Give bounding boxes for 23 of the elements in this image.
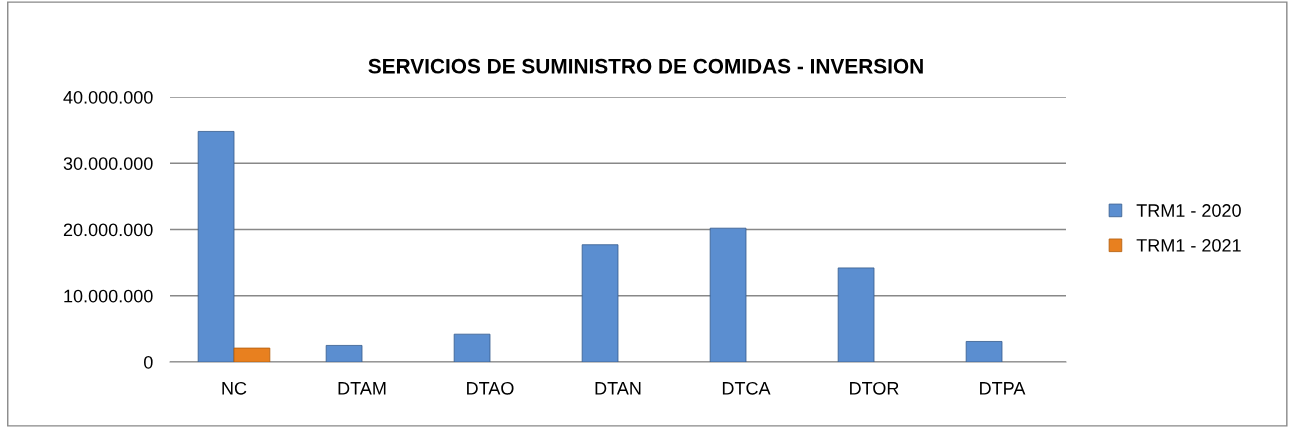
- bar: [325, 345, 363, 362]
- y-tick-label: 0: [144, 355, 153, 369]
- legend-label: TRM1 - 2021: [1136, 239, 1241, 252]
- bar: [453, 333, 491, 362]
- bar: [197, 131, 235, 362]
- y-tick-label: 20.000.000: [63, 223, 153, 237]
- legend-label: TRM1 - 2020: [1136, 204, 1241, 217]
- x-tick-label: DTOR: [850, 381, 899, 395]
- y-tick-label: 10.000.000: [64, 289, 153, 303]
- x-tick-label: NC: [222, 381, 247, 395]
- bar: [233, 347, 271, 362]
- y-tick-label: 40.000.000: [63, 90, 153, 104]
- x-tick-label: DTCA: [722, 381, 771, 395]
- bar: [965, 341, 1003, 362]
- x-tick-label: DTPA: [980, 382, 1026, 395]
- x-tick-label: DTAM: [338, 382, 386, 395]
- bar: [709, 227, 747, 362]
- y-tick-label: 30.000.000: [63, 157, 153, 170]
- x-tick-label: DTAN: [595, 382, 641, 395]
- bar: [581, 244, 619, 362]
- x-tick-label: DTAO: [467, 381, 514, 395]
- chart-title: SERVICIOS DE SUMINISTRO DE COMIDAS - INVERSION: [368, 58, 923, 74]
- bar: [837, 267, 875, 362]
